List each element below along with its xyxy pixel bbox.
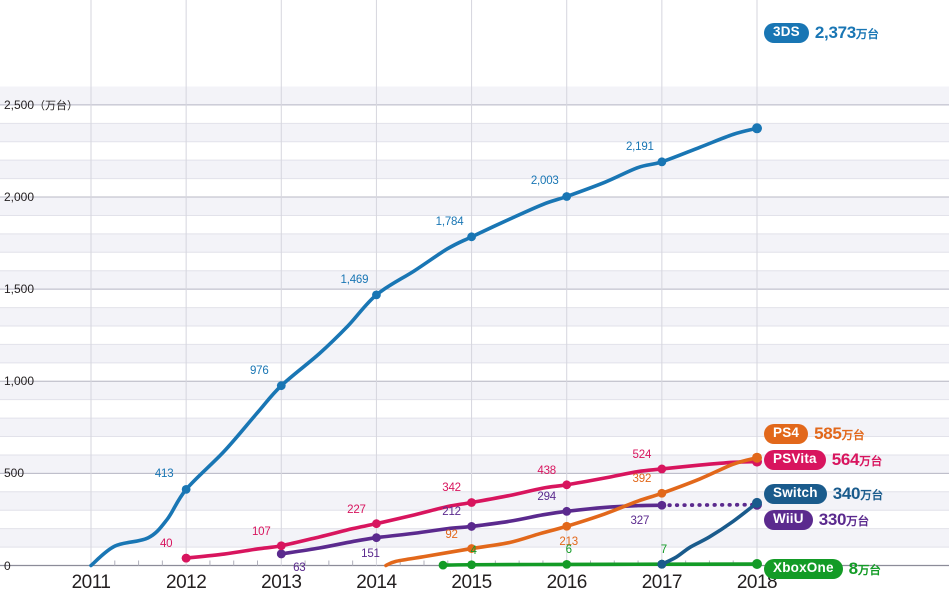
data-point bbox=[657, 500, 667, 510]
series-ps4 bbox=[384, 452, 762, 568]
grid-vertical bbox=[90, 0, 758, 566]
legend-item-wiiu[interactable]: WiiU 330万台 bbox=[764, 510, 869, 530]
legend-pill: WiiU bbox=[764, 510, 813, 530]
legend-value: 8万台 bbox=[848, 559, 881, 578]
data-point-label: 63 bbox=[293, 561, 306, 574]
data-point bbox=[181, 485, 191, 494]
legend-pill: PS4 bbox=[764, 424, 809, 444]
data-point bbox=[467, 232, 476, 242]
legend-item-psvita[interactable]: PSVita 564万台 bbox=[764, 450, 882, 470]
data-point-label: 2,191 bbox=[625, 140, 654, 153]
data-point bbox=[467, 522, 476, 531]
data-point-label: 7 bbox=[660, 544, 667, 557]
data-point bbox=[562, 480, 572, 490]
legend-item-3ds[interactable]: 3DS 2,373万台 bbox=[764, 23, 879, 43]
y-axis-tick-label: 2,500（万台） bbox=[4, 97, 79, 112]
legend-pill: XboxOne bbox=[764, 559, 843, 579]
y-axis-tick-label: 0 bbox=[4, 558, 11, 573]
legend-value: 564万台 bbox=[831, 450, 883, 469]
data-point-label: 40 bbox=[159, 538, 173, 551]
data-point-label: 92 bbox=[445, 528, 458, 541]
x-axis-tick-label: 2016 bbox=[546, 572, 588, 593]
x-axis-tick-label: 2015 bbox=[451, 572, 492, 593]
legend-value: 585万台 bbox=[814, 424, 865, 443]
legend-item-ps4[interactable]: PS4 585万台 bbox=[764, 424, 865, 444]
x-axis-tick-label: 2011 bbox=[71, 572, 111, 593]
data-point-label: 342 bbox=[442, 482, 461, 495]
data-point-label: 212 bbox=[442, 506, 461, 519]
data-point bbox=[276, 541, 286, 551]
data-point-label: 151 bbox=[361, 547, 380, 560]
data-point bbox=[562, 506, 572, 516]
data-point bbox=[562, 192, 572, 201]
series-wiiu bbox=[276, 499, 762, 559]
y-axis-tick-label: 2,000 bbox=[4, 190, 35, 205]
data-point-label: 4 bbox=[470, 544, 477, 557]
legend-value: 2,373万台 bbox=[814, 23, 879, 42]
data-point-label: 438 bbox=[537, 464, 556, 477]
data-point bbox=[657, 464, 667, 474]
data-point bbox=[276, 381, 286, 391]
grid-bands bbox=[0, 86, 949, 548]
y-axis-tick-label: 1,500 bbox=[4, 282, 35, 297]
data-point-label: 524 bbox=[632, 448, 652, 461]
series-xboxone bbox=[438, 559, 762, 570]
data-point bbox=[372, 519, 381, 529]
data-point-label: 213 bbox=[559, 536, 578, 549]
data-point-label: 227 bbox=[347, 503, 366, 516]
data-point-label: 6 bbox=[565, 544, 572, 557]
data-point bbox=[467, 498, 476, 507]
data-point-label: 2,003 bbox=[530, 175, 559, 188]
legend-item-switch[interactable]: Switch 340万台 bbox=[764, 484, 883, 504]
data-point-label: 327 bbox=[630, 515, 650, 528]
legend-pill: Switch bbox=[764, 484, 827, 504]
data-point bbox=[562, 521, 572, 531]
series-switch bbox=[657, 497, 762, 569]
data-point-label: 1,469 bbox=[340, 273, 369, 286]
legend-pill: PSVita bbox=[764, 450, 826, 470]
data-point bbox=[467, 560, 476, 570]
data-point-label: 392 bbox=[632, 473, 652, 486]
data-point-label: 294 bbox=[537, 491, 556, 504]
x-axis-tick-label: 2014 bbox=[356, 572, 397, 593]
y-axis-tick-label: 1,000 bbox=[4, 374, 35, 389]
series-3ds bbox=[89, 123, 762, 568]
x-axis-tick-label: 2013 bbox=[261, 572, 302, 593]
x-axis-tick-label: 2012 bbox=[166, 572, 207, 593]
legend-pill: 3DS bbox=[764, 23, 809, 43]
data-point bbox=[562, 559, 572, 569]
legend-value: 340万台 bbox=[832, 484, 884, 503]
data-point bbox=[657, 157, 667, 167]
data-point bbox=[467, 544, 476, 553]
data-point-label: 413 bbox=[154, 468, 174, 481]
legend-item-xboxone[interactable]: XboxOne 8万台 bbox=[764, 559, 881, 579]
data-point-label: 107 bbox=[251, 525, 271, 538]
x-axis-tick-label: 2017 bbox=[641, 572, 683, 593]
y-axis-tick-label: 500 bbox=[4, 466, 25, 481]
data-point bbox=[372, 533, 381, 543]
data-point-label: 1,784 bbox=[435, 215, 464, 228]
legend-value: 330万台 bbox=[818, 510, 870, 529]
data-point-label: 976 bbox=[249, 364, 269, 377]
data-point bbox=[372, 290, 381, 300]
data-point bbox=[657, 488, 667, 498]
